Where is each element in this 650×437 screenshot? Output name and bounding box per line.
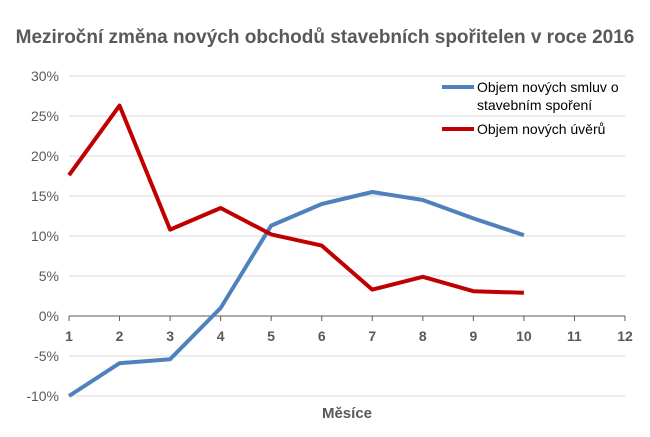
y-tick-label: 15% [31,188,59,204]
y-axis-ticks: -10% -5% 0% 5% 10% 15% 20% 25% 30% [26,68,59,404]
x-tick-label: 5 [267,328,275,344]
x-axis-ticks: 1 2 3 4 5 6 7 8 9 10 11 12 [65,316,633,344]
y-tick-label: 0% [39,308,59,324]
chart-title: Meziroční změna nových obchodů stavebníc… [16,27,635,48]
y-tick-label: -5% [34,348,59,364]
x-tick-label: 2 [116,328,124,344]
x-tick-label: 3 [166,328,174,344]
y-tick-label: 30% [31,68,59,84]
legend-label: stavebním spoření [477,97,592,113]
series-lines [67,103,525,398]
x-tick-label: 12 [617,328,633,344]
series-line-2 [67,103,524,295]
y-tick-label: 10% [31,228,59,244]
y-tick-label: 20% [31,148,59,164]
x-tick-label: 11 [567,328,582,344]
x-axis-label: Měsíce [322,405,372,422]
x-tick-label: 6 [318,328,326,344]
x-tick-label: 10 [516,328,532,344]
y-tick-label: 25% [31,108,59,124]
x-tick-label: 8 [419,328,427,344]
x-tick-label: 4 [217,328,225,344]
x-tick-label: 7 [368,328,376,344]
legend: Objem nových smluv o stavebním spoření Obj… [442,79,619,137]
series-line-1 [67,190,525,398]
legend-label: Objem nových úvěrů [477,121,605,137]
legend-label: Objem nových smluv o [477,79,619,95]
x-tick-label: 1 [65,328,73,344]
y-tick-label: 5% [39,268,59,284]
x-tick-label: 9 [469,328,477,344]
y-tick-label: -10% [26,388,59,404]
